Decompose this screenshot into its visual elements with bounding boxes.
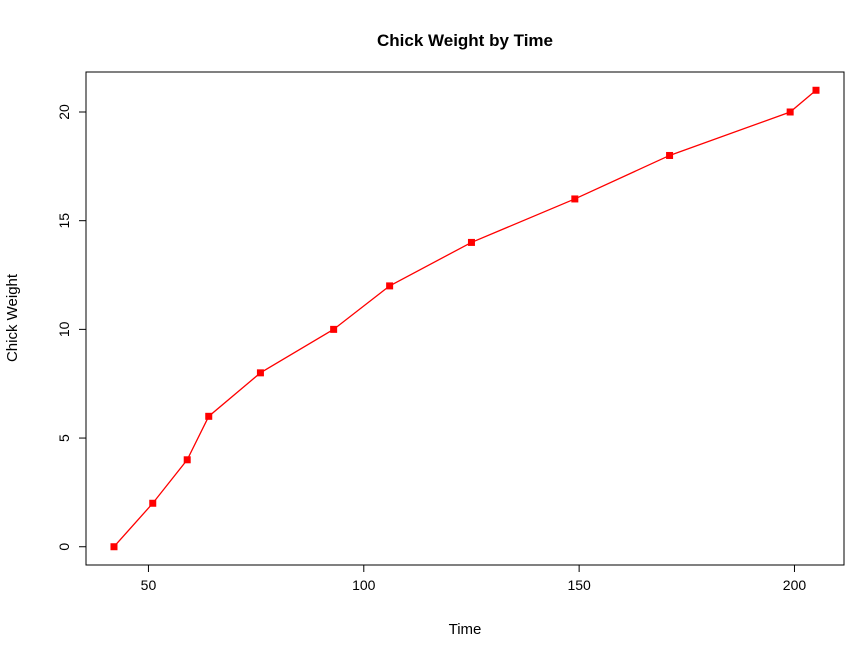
data-point <box>330 325 338 333</box>
data-point <box>110 543 118 551</box>
x-tick-label: 200 <box>783 577 807 593</box>
data-point <box>183 456 191 464</box>
y-tick-label: 15 <box>56 213 72 229</box>
data-point <box>812 86 820 94</box>
data-point <box>149 499 157 507</box>
y-tick-label: 5 <box>56 434 72 442</box>
data-point <box>786 108 794 116</box>
x-tick-label: 150 <box>567 577 591 593</box>
data-point <box>467 238 475 246</box>
data-point <box>205 412 213 420</box>
data-point <box>386 282 394 290</box>
plot-box <box>85 71 845 566</box>
axis-ticks: 50 100 150 200 0 5 10 15 20 <box>56 104 806 593</box>
x-axis-label: Time <box>449 621 482 638</box>
y-tick-label: 10 <box>56 321 72 337</box>
data-series <box>110 86 820 551</box>
y-tick-label: 20 <box>56 104 72 120</box>
chart-title: Chick Weight by Time <box>377 31 553 50</box>
y-axis-label: Chick Weight <box>4 273 21 362</box>
data-point <box>666 151 674 159</box>
x-tick-label: 50 <box>141 577 157 593</box>
data-point <box>571 195 579 203</box>
series-line <box>113 89 817 548</box>
data-point <box>256 369 264 377</box>
y-tick-label: 0 <box>56 543 72 551</box>
x-tick-label: 100 <box>352 577 376 593</box>
